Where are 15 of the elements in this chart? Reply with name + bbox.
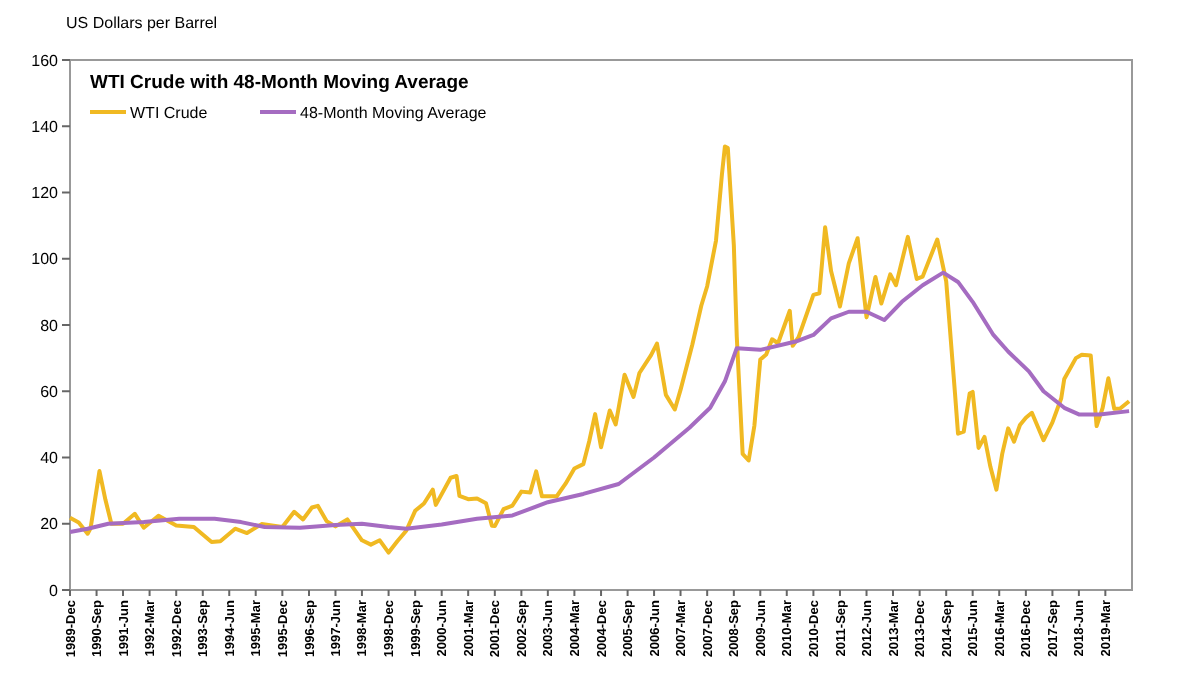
- y-tick-label: 120: [31, 184, 60, 203]
- y-tick-label: 0: [49, 581, 60, 600]
- y-tick-label: 20: [40, 515, 60, 534]
- y-tick-label: 160: [31, 51, 60, 70]
- y-tick-label: 60: [40, 382, 60, 401]
- text: WTI Crude with 48-Month Moving Average: [90, 72, 469, 94]
- line-series: [68, 144, 1132, 555]
- legend-label: 48-Month Moving Average: [300, 103, 488, 122]
- y-tick-label: 100: [31, 250, 60, 269]
- y-tick-label: 40: [40, 449, 60, 468]
- legend-label: WTI Crude: [130, 103, 209, 122]
- y-tick-label: 140: [31, 117, 60, 136]
- y-axis-title: US Dollars per Barrel: [66, 14, 218, 32]
- y-tick-label: 80: [40, 316, 60, 335]
- line-series: [68, 270, 1132, 535]
